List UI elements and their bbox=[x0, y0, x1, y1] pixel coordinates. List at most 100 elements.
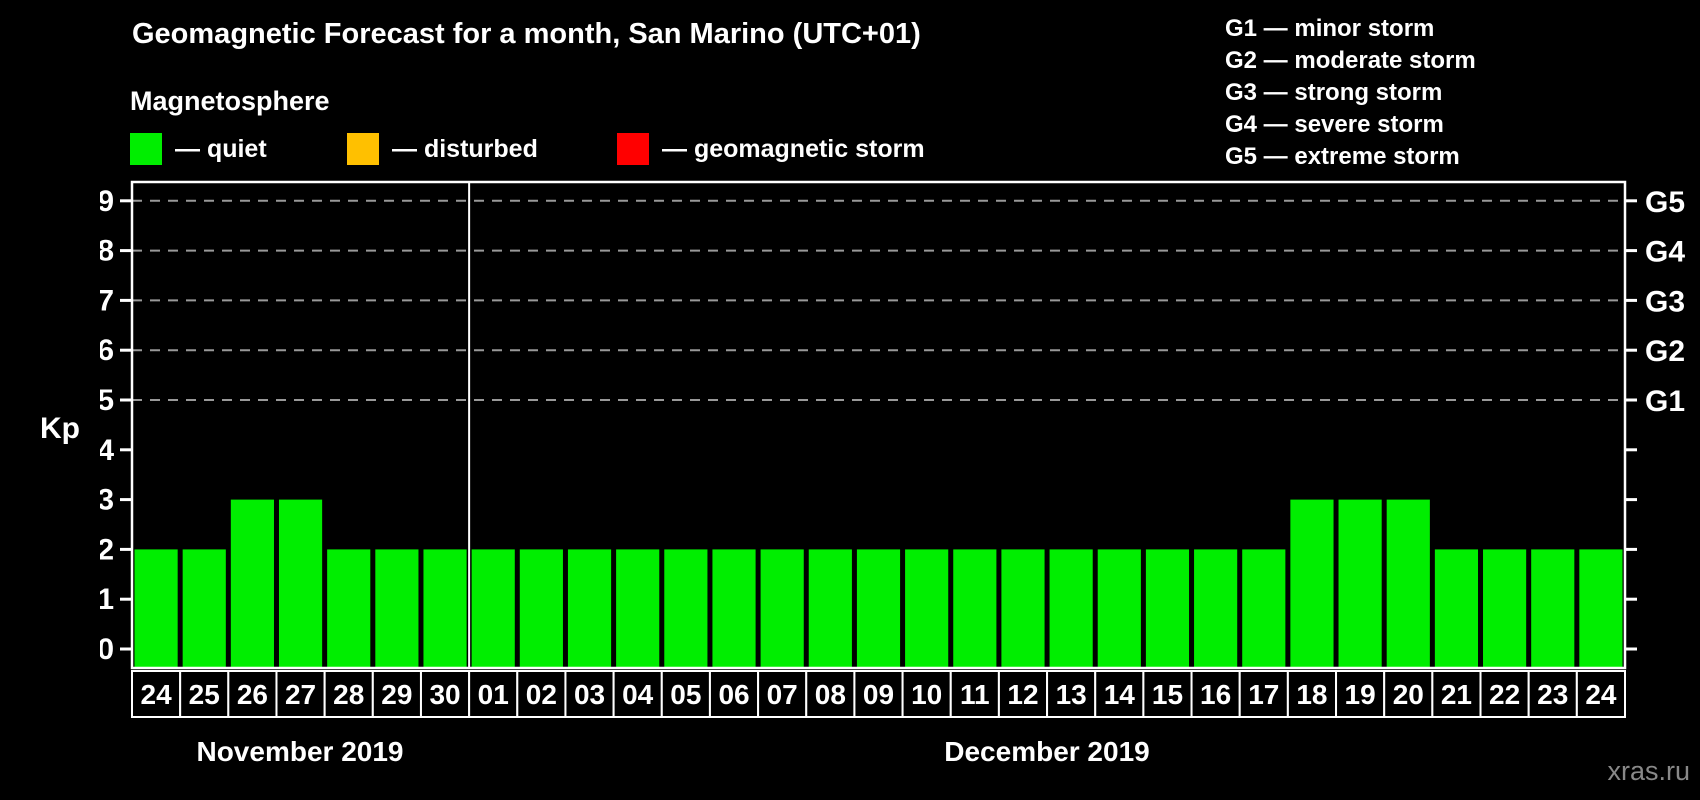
date-label: 23 bbox=[1537, 679, 1568, 710]
disturbed-color-swatch bbox=[347, 133, 379, 165]
date-label: 16 bbox=[1200, 679, 1231, 710]
date-label: 11 bbox=[960, 679, 990, 710]
date-cell bbox=[131, 670, 182, 718]
date-label: 06 bbox=[718, 679, 749, 710]
y-tick-label: 0 bbox=[100, 633, 114, 666]
month-label-december: December 2019 bbox=[944, 736, 1150, 767]
kp-bar bbox=[1097, 549, 1141, 668]
date-label: 07 bbox=[767, 679, 798, 710]
g-scale-legend: G1 — minor storm G2 — moderate storm G3 … bbox=[1225, 13, 1476, 173]
kp-bar bbox=[278, 499, 323, 668]
kp-bar bbox=[1434, 549, 1479, 668]
date-label: 01 bbox=[478, 679, 509, 710]
legend-item-storm: — geomagnetic storm bbox=[617, 133, 925, 165]
kp-bar bbox=[1483, 549, 1527, 668]
y-tick-label: 3 bbox=[100, 484, 114, 517]
date-label: 17 bbox=[1248, 679, 1279, 710]
date-label: 18 bbox=[1296, 679, 1327, 710]
date-cell bbox=[757, 670, 808, 718]
kp-bar bbox=[760, 549, 804, 668]
y-tick-label: 9 bbox=[100, 185, 114, 218]
storm-color-swatch bbox=[617, 133, 649, 165]
date-label: 12 bbox=[1007, 679, 1038, 710]
plot-border bbox=[130, 180, 1627, 670]
magnetosphere-subtitle: Magnetosphere bbox=[130, 86, 330, 116]
g4-legend-line: G4 — severe storm bbox=[1225, 111, 1444, 138]
y-tick-label: 2 bbox=[100, 533, 114, 566]
kp-bar bbox=[1290, 499, 1334, 668]
kp-bar bbox=[230, 499, 274, 668]
date-label: 29 bbox=[381, 679, 412, 710]
date-label: 22 bbox=[1489, 679, 1520, 710]
kp-bar bbox=[1579, 549, 1623, 668]
date-cell bbox=[1575, 670, 1627, 718]
kp-bar bbox=[1338, 499, 1382, 668]
date-cell bbox=[901, 670, 952, 718]
kp-bar bbox=[808, 549, 852, 668]
g2-legend-line: G2 — moderate storm bbox=[1225, 47, 1476, 74]
date-cell bbox=[468, 670, 519, 718]
date-cell bbox=[853, 670, 904, 718]
kp-bar bbox=[134, 549, 178, 668]
date-cell bbox=[371, 670, 422, 718]
date-label: 28 bbox=[333, 679, 364, 710]
date-cell bbox=[1238, 670, 1289, 718]
g5-legend-line: G5 — extreme storm bbox=[1225, 143, 1460, 170]
kp-bar bbox=[1386, 499, 1430, 668]
date-label: 10 bbox=[911, 679, 942, 710]
kp-bar bbox=[1194, 549, 1238, 668]
kp-bar bbox=[953, 549, 997, 668]
g-scale-label: G3 bbox=[1645, 285, 1685, 318]
g3-legend-line: G3 — strong storm bbox=[1225, 79, 1443, 106]
kp-bar bbox=[712, 549, 756, 668]
date-label: 21 bbox=[1441, 679, 1472, 710]
watermark: xras.ru bbox=[1607, 756, 1690, 786]
month-label-november: November 2019 bbox=[196, 736, 404, 767]
y-tick-label: 8 bbox=[100, 235, 114, 268]
date-cell bbox=[1286, 670, 1338, 718]
date-label: 15 bbox=[1152, 679, 1183, 710]
quiet-color-swatch bbox=[130, 133, 162, 165]
kp-bar bbox=[616, 549, 660, 668]
kp-bar bbox=[471, 549, 515, 668]
kp-bar bbox=[182, 549, 226, 668]
date-cell bbox=[708, 670, 760, 718]
date-label: 25 bbox=[189, 679, 220, 710]
g-scale-label: G2 bbox=[1645, 335, 1685, 368]
y-tick-label: 1 bbox=[100, 583, 114, 616]
y-tick-label: 5 bbox=[100, 384, 114, 417]
date-label: 08 bbox=[815, 679, 846, 710]
date-cell bbox=[997, 670, 1049, 718]
date-cell bbox=[323, 670, 374, 718]
date-label: 24 bbox=[1585, 679, 1617, 710]
kp-bar bbox=[664, 549, 708, 668]
kp-bar bbox=[1531, 549, 1575, 668]
date-label: 20 bbox=[1393, 679, 1424, 710]
legend-label: — quiet bbox=[175, 134, 267, 163]
kp-bar bbox=[519, 549, 563, 668]
date-label: 13 bbox=[1056, 679, 1087, 710]
kp-bar bbox=[1145, 549, 1190, 668]
y-tick-label: 6 bbox=[100, 334, 114, 367]
g-scale-label: G1 bbox=[1645, 385, 1685, 418]
kp-bar bbox=[327, 549, 371, 668]
date-label: 24 bbox=[141, 679, 173, 710]
kp-bar bbox=[1049, 549, 1093, 668]
legend-item-quiet: — quiet bbox=[130, 133, 267, 165]
date-cell bbox=[1046, 670, 1097, 718]
date-label: 02 bbox=[526, 679, 557, 710]
y-tick-label: 4 bbox=[100, 434, 114, 467]
y-axis-label: Kp bbox=[40, 412, 80, 445]
y-tick-label: 7 bbox=[100, 284, 114, 317]
date-label: 03 bbox=[574, 679, 605, 710]
date-label: 30 bbox=[429, 679, 460, 710]
g1-legend-line: G1 — minor storm bbox=[1225, 15, 1435, 42]
date-cell bbox=[419, 670, 471, 718]
g-scale-label: G5 bbox=[1645, 186, 1685, 219]
date-cell bbox=[1142, 670, 1193, 718]
date-label: 26 bbox=[237, 679, 268, 710]
kp-bar bbox=[423, 549, 467, 668]
date-label: 27 bbox=[285, 679, 316, 710]
